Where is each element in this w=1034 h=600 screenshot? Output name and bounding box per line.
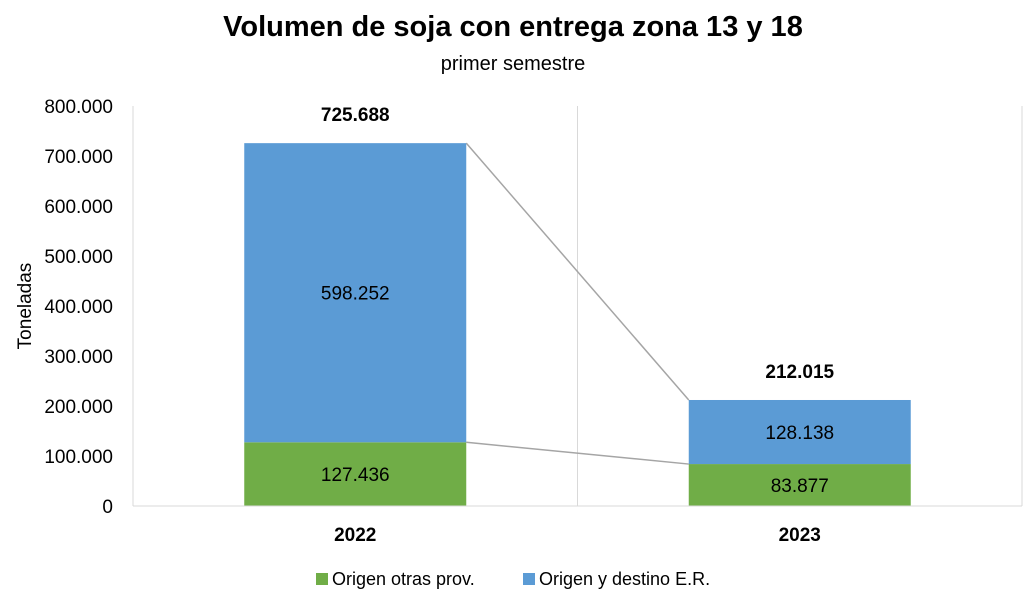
x-tick-label: 2022 (334, 525, 376, 546)
y-tick-label: 100.000 (44, 447, 113, 468)
data-label: 83.877 (771, 476, 829, 497)
legend-swatch (523, 573, 535, 585)
data-label: 128.138 (765, 423, 834, 444)
y-tick-label: 400.000 (44, 297, 113, 318)
series-line (466, 441, 689, 465)
y-tick-label: 800.000 (44, 97, 113, 118)
y-tick-label: 700.000 (44, 147, 113, 168)
legend-swatch (316, 573, 328, 585)
legend-label: Origen otras prov. (332, 569, 475, 589)
y-tick-label: 600.000 (44, 197, 113, 218)
legend-label: Origen y destino E.R. (539, 569, 710, 589)
total-label: 212.015 (765, 362, 834, 383)
y-tick-label: 0 (102, 497, 113, 518)
y-tick-label: 300.000 (44, 347, 113, 368)
chart-subtitle: primer semestre (441, 53, 585, 75)
data-label: 127.436 (321, 465, 390, 486)
y-axis-label: Toneladas (15, 263, 36, 350)
data-label: 598.252 (321, 284, 390, 305)
bar-origen-otras-prov--2023 (688, 464, 911, 506)
x-tick-label: 2023 (779, 525, 821, 546)
y-tick-label: 200.000 (44, 397, 113, 418)
bar-origen-y-destino-e-r--2023 (688, 399, 911, 465)
total-label: 725.688 (321, 105, 390, 126)
series-line (465, 142, 690, 401)
chart-title: Volumen de soja con entrega zona 13 y 18 (223, 11, 803, 43)
y-tick-label: 500.000 (44, 247, 113, 268)
bar-origen-otras-prov--2022 (244, 442, 467, 506)
bar-origen-y-destino-e-r--2022 (244, 143, 467, 443)
